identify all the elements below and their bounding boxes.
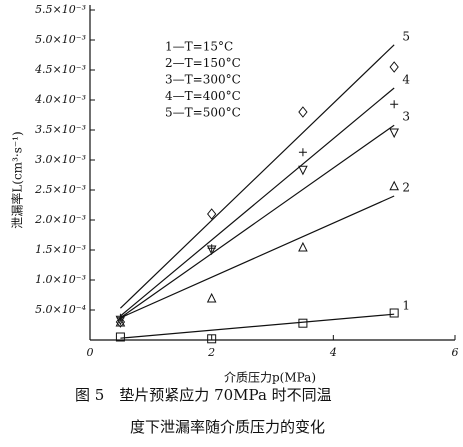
y-tick-label: 5.5×10⁻³: [35, 3, 86, 16]
legend-entry: 5—T=500°C: [165, 106, 241, 120]
y-tick-label: 3.5×10⁻³: [35, 123, 86, 136]
line-label: 1: [402, 299, 410, 313]
fit-line: [120, 313, 395, 339]
point: [207, 208, 217, 220]
point: [389, 180, 399, 191]
point: [298, 318, 308, 328]
x-tick-label: 0: [87, 346, 94, 359]
point: [298, 106, 308, 118]
y-tick-label: 5.0×10⁻⁴: [35, 303, 86, 316]
y-tick-label: 3.0×10⁻³: [35, 153, 86, 166]
point: [298, 165, 308, 176]
fit-line: [120, 124, 395, 319]
legend-entry: 3—T=300°C: [165, 73, 241, 87]
y-tick-label: 2.0×10⁻³: [34, 213, 86, 226]
point: [389, 308, 399, 318]
point: [207, 244, 216, 253]
point: [298, 148, 307, 157]
legend-entry: 1—T=15°C: [165, 40, 233, 54]
line-label: 3: [402, 110, 410, 124]
y-axis-label: 泄漏率L(cm³·s⁻¹): [10, 131, 25, 228]
fit-line: [120, 87, 395, 317]
x-tick-label: 4: [329, 346, 337, 359]
y-tick-label: 2.5×10⁻³: [34, 183, 86, 196]
caption: 度下泄漏率随介质压力的变化: [130, 418, 325, 436]
x-tick-label: 2: [207, 346, 215, 359]
point: [115, 316, 126, 328]
point: [206, 292, 217, 303]
line-label: 5: [402, 29, 410, 43]
point: [389, 61, 399, 73]
y-tick-label: 4.0×10⁻³: [34, 93, 86, 106]
legend-entry: 4—T=400°C: [165, 89, 241, 103]
caption: 图 5 垫片预紧应力 70MPa 时不同温: [75, 386, 332, 404]
fit-line: [120, 195, 395, 319]
x-tick-label: 6: [452, 346, 459, 359]
y-tick-label: 1.0×10⁻³: [35, 273, 86, 286]
point: [115, 316, 126, 327]
line-label: 4: [402, 73, 410, 87]
point: [390, 100, 399, 109]
point: [298, 241, 308, 252]
fit-line: [120, 44, 395, 309]
point: [389, 128, 399, 139]
y-tick-label: 4.5×10⁻³: [34, 63, 86, 76]
line-label: 2: [402, 181, 410, 195]
legend-entry: 2—T=150°C: [165, 56, 241, 70]
point: [207, 334, 217, 344]
y-tick-label: 5.0×10⁻³: [35, 33, 86, 46]
point: [115, 332, 125, 342]
y-tick-label: 1.5×10⁻³: [35, 243, 86, 256]
x-axis-label: 介质压力p(MPa): [224, 371, 316, 385]
